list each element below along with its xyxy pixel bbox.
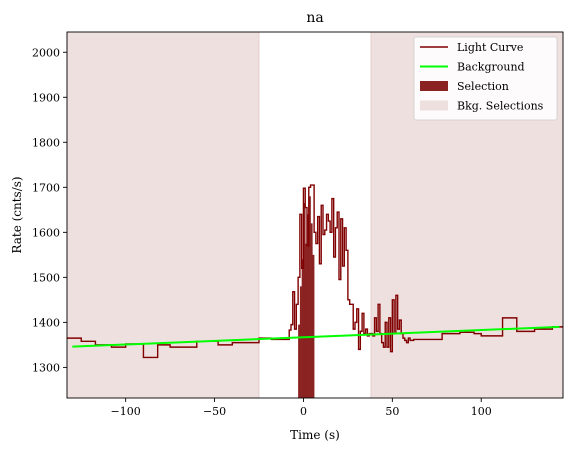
selection-bar bbox=[307, 214, 310, 398]
y-tick-label: 1700 bbox=[32, 181, 60, 194]
selection-bar bbox=[303, 203, 306, 398]
y-axis-ticks: 1300 1400 1500 1600 1700 1800 1900 2000 bbox=[32, 46, 67, 374]
legend-label: Bkg. Selections bbox=[457, 100, 544, 113]
bkg-selection-span bbox=[67, 32, 259, 398]
legend-swatch bbox=[420, 81, 448, 91]
selection-bar bbox=[299, 286, 302, 398]
y-tick-label: 2000 bbox=[32, 46, 60, 59]
x-tick-label: −50 bbox=[203, 405, 226, 418]
x-tick-label: 50 bbox=[385, 405, 399, 418]
selection-bar bbox=[305, 243, 308, 398]
plot-frame bbox=[66, 31, 564, 399]
selection-bar bbox=[298, 324, 301, 398]
y-tick-label: 1400 bbox=[32, 316, 60, 329]
x-tick-label: 100 bbox=[471, 405, 492, 418]
selection-bar bbox=[308, 196, 311, 398]
legend: Light Curve Background Selection Bkg. Selec… bbox=[413, 36, 558, 121]
y-tick-label: 1300 bbox=[32, 361, 60, 374]
legend-box bbox=[413, 36, 558, 121]
selection-bars bbox=[298, 196, 315, 398]
background-series bbox=[72, 325, 560, 348]
y-tick-label: 1600 bbox=[32, 226, 60, 239]
selection-bar bbox=[301, 259, 304, 398]
x-tick-label: −100 bbox=[111, 405, 141, 418]
y-tick-label: 1900 bbox=[32, 91, 60, 104]
y-tick-label: 1500 bbox=[32, 271, 60, 284]
selection-bar bbox=[310, 223, 313, 398]
selection-bar bbox=[312, 254, 315, 398]
chart-title: na bbox=[306, 10, 323, 26]
y-tick-label: 1800 bbox=[32, 136, 60, 149]
x-axis-label: Time (s) bbox=[290, 428, 340, 442]
background-line bbox=[72, 325, 560, 348]
legend-label: Light Curve bbox=[457, 41, 523, 54]
legend-label: Background bbox=[457, 61, 525, 74]
x-tick-label: 0 bbox=[300, 405, 307, 418]
legend-label: Selection bbox=[457, 80, 509, 93]
x-axis-ticks: −100 −50 0 50 100 bbox=[111, 398, 492, 418]
legend-swatch bbox=[420, 100, 448, 111]
y-axis-label: Rate (cnts/s) bbox=[10, 176, 24, 253]
